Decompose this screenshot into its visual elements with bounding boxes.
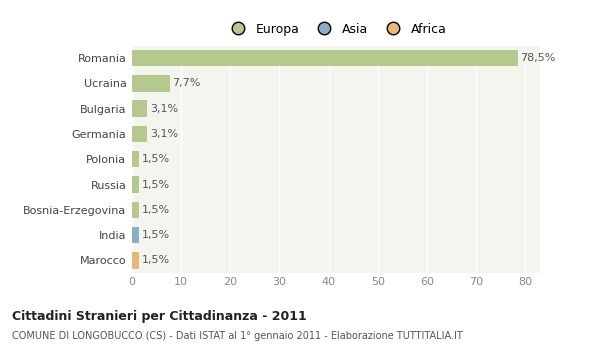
Text: 1,5%: 1,5% bbox=[142, 205, 170, 215]
Bar bbox=[132, 151, 139, 167]
Legend: Europa, Asia, Africa: Europa, Asia, Africa bbox=[221, 18, 452, 41]
Text: 3,1%: 3,1% bbox=[149, 129, 178, 139]
Text: 1,5%: 1,5% bbox=[142, 154, 170, 164]
Bar bbox=[132, 252, 139, 268]
Text: 3,1%: 3,1% bbox=[149, 104, 178, 114]
Bar bbox=[132, 202, 139, 218]
Text: 1,5%: 1,5% bbox=[142, 230, 170, 240]
Bar bbox=[132, 126, 147, 142]
Text: 7,7%: 7,7% bbox=[172, 78, 200, 89]
Text: 78,5%: 78,5% bbox=[520, 53, 556, 63]
Text: COMUNE DI LONGOBUCCO (CS) - Dati ISTAT al 1° gennaio 2011 - Elaborazione TUTTITA: COMUNE DI LONGOBUCCO (CS) - Dati ISTAT a… bbox=[12, 331, 463, 341]
Bar bbox=[132, 100, 147, 117]
Text: 1,5%: 1,5% bbox=[142, 180, 170, 190]
Bar bbox=[132, 176, 139, 193]
Bar bbox=[132, 75, 170, 92]
Text: Cittadini Stranieri per Cittadinanza - 2011: Cittadini Stranieri per Cittadinanza - 2… bbox=[12, 310, 307, 323]
Bar bbox=[132, 50, 518, 66]
Text: 1,5%: 1,5% bbox=[142, 256, 170, 265]
Bar bbox=[132, 227, 139, 243]
